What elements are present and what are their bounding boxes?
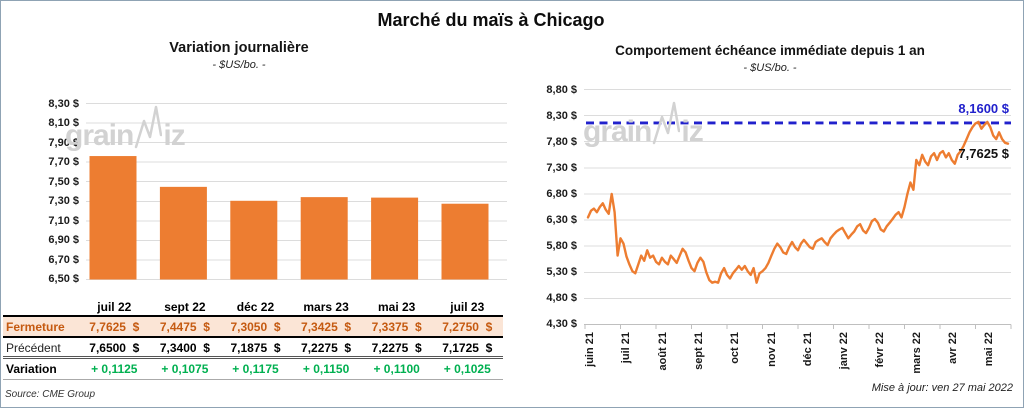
x-axis-label: mai 22	[983, 332, 996, 367]
x-axis-label: août 21	[656, 332, 669, 371]
table-column-header: juil 22	[79, 297, 150, 317]
table-cell: + 0,1150	[290, 359, 362, 380]
bar-juil 23	[441, 203, 489, 280]
bar-sept 22	[159, 186, 207, 280]
table-column-header: sept 22	[149, 297, 221, 317]
x-axis-label: mars 22	[910, 332, 923, 374]
y-axis-label: 5,30 $	[546, 266, 577, 279]
table-cell: 7,2750 $	[431, 317, 503, 338]
x-axis-label: janv 22	[838, 332, 851, 370]
table-cell: 7,2275 $	[290, 338, 362, 359]
y-axis-label: 7,70 $	[48, 156, 79, 169]
y-axis-label: 6,30 $	[546, 214, 577, 227]
y-axis-label: 7,80 $	[546, 135, 577, 148]
y-axis-label: 7,50 $	[48, 175, 79, 188]
reference-price-label: 8,1600 $	[958, 101, 1009, 116]
table-cell: 7,3425 $	[290, 317, 362, 338]
table-column-header: déc 22	[220, 297, 291, 317]
bar-déc 22	[230, 200, 278, 280]
source-note: Source: CME Group	[5, 389, 96, 400]
last-price-label: 7,7625 $	[958, 146, 1009, 161]
table-column-header: mai 23	[361, 297, 432, 317]
y-axis-label: 6,80 $	[546, 187, 577, 200]
table-cell: 7,3375 $	[361, 317, 432, 338]
y-axis-label: 8,80 $	[546, 83, 577, 96]
x-axis-label: sept 21	[692, 332, 705, 370]
table-column-header: juil 23	[431, 297, 503, 317]
table-cell: + 0,1125	[79, 359, 150, 380]
left-chart-title: Variation journalière	[169, 40, 309, 56]
table-cell: + 0,1025	[431, 359, 503, 380]
table-cell: 7,3050 $	[220, 317, 291, 338]
gridlines	[584, 89, 1011, 325]
update-note: Mise à jour: ven 27 mai 2022	[871, 382, 1013, 394]
y-axis-label: 6,90 $	[48, 234, 79, 247]
bar-mars 23	[300, 197, 348, 280]
bar-juil 22	[89, 156, 137, 280]
y-axis-label: 7,10 $	[48, 214, 79, 227]
price-line-series	[586, 120, 1010, 284]
table-column-header: mars 23	[290, 297, 362, 317]
y-axis-label: 8,30 $	[546, 109, 577, 122]
daily-variation-bar-chart	[86, 103, 507, 280]
table-cell: 7,3400 $	[149, 338, 221, 359]
x-axis-label: avr 22	[947, 332, 959, 364]
price-table: juil 22 sept 22 déc 22 mars 23 mai 23 juil 23…	[3, 297, 504, 380]
left-chart-subtitle: - $US/bo. -	[212, 59, 266, 71]
table-cell: 7,4475 $	[149, 317, 221, 338]
row-label: Précédent	[3, 338, 79, 359]
x-axis-label: déc 21	[801, 332, 814, 367]
bar-mai 23	[371, 197, 419, 280]
y-axis-label: 5,80 $	[546, 240, 577, 253]
right-chart-title: Comportement échéance immédiate depuis 1…	[615, 43, 925, 58]
table-cell: + 0,1075	[149, 359, 221, 380]
table-cell: + 0,1100	[361, 359, 432, 380]
front-month-line-chart	[584, 89, 1012, 329]
y-axis-label: 4,30 $	[546, 318, 577, 331]
y-axis-label: 8,10 $	[48, 117, 79, 130]
x-axis-label: juil 21	[620, 332, 633, 364]
x-axis-label: juin 21	[584, 332, 596, 367]
y-axis-label: 4,80 $	[546, 292, 577, 305]
table-cell: 7,1875 $	[220, 338, 291, 359]
y-axis-label: 8,30 $	[48, 97, 79, 110]
y-axis-label: 7,30 $	[48, 195, 79, 208]
right-chart-subtitle: - $US/bo. -	[743, 62, 797, 74]
row-label: Variation	[3, 359, 79, 380]
x-axis-label: nov 21	[765, 332, 778, 367]
gridlines	[86, 103, 507, 280]
table-cell: 7,7625 $	[79, 317, 150, 338]
x-axis-label: oct 21	[729, 332, 742, 364]
row-label: Fermeture	[3, 317, 79, 338]
y-axis-label: 7,30 $	[546, 161, 577, 174]
y-axis-label: 6,50 $	[48, 273, 79, 286]
table-cell: 7,1725 $	[431, 338, 503, 359]
table-cell: 7,6500 $	[79, 338, 150, 359]
x-axis-label: févr 22	[874, 332, 887, 368]
table-cell: + 0,1175	[220, 359, 291, 380]
table-cell: 7,2275 $	[361, 338, 432, 359]
y-axis-label: 7,90 $	[48, 136, 79, 149]
y-axis-label: 6,70 $	[48, 253, 79, 266]
page-title: Marché du maïs à Chicago	[377, 10, 605, 30]
table-corner-cell	[3, 297, 79, 317]
